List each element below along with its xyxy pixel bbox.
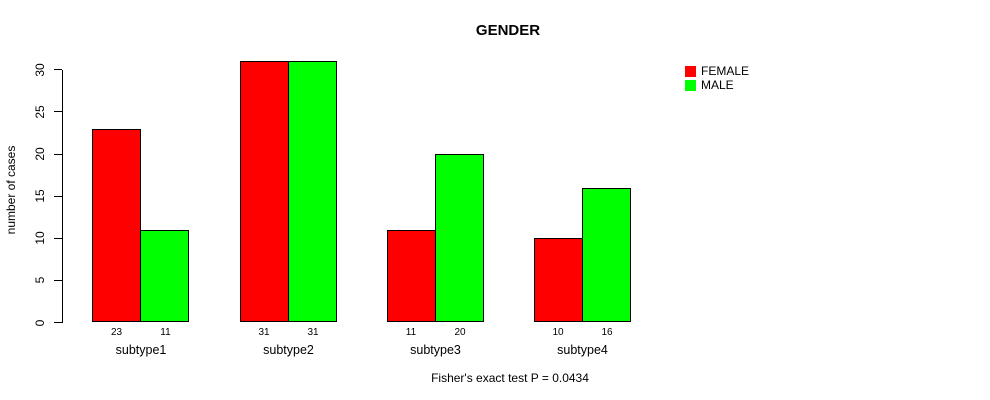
y-axis-tick	[54, 279, 62, 281]
y-axis-tick	[54, 237, 62, 239]
y-tick-label: 20	[33, 147, 47, 161]
bar-value-label: 23	[110, 327, 123, 338]
y-axis-tick	[54, 111, 62, 113]
legend-label: FEMALE	[701, 64, 750, 78]
bar-male-subtype2	[287, 61, 337, 323]
y-tick-label: 25	[33, 105, 47, 119]
bar-value-label: 16	[601, 327, 613, 338]
legend-item-female: FEMALE	[685, 64, 749, 78]
y-axis-tick	[54, 195, 62, 197]
y-tick-label: 30	[33, 63, 47, 77]
y-axis-tick	[54, 69, 62, 71]
bar-value-label: 20	[454, 327, 466, 338]
category-label-subtype4: subtype4	[557, 343, 608, 357]
bar-female-subtype4	[533, 238, 583, 323]
bar-male-subtype4	[581, 187, 631, 323]
legend-swatch-male	[685, 79, 696, 91]
bar-value-label: 11	[160, 327, 171, 338]
bar-value-label: 31	[258, 327, 270, 338]
bar-value-label: 31	[307, 327, 319, 338]
fisher-test-caption: Fisher's exact test P = 0.0434	[431, 371, 589, 385]
bar-value-label: 11	[405, 327, 417, 338]
bar-female-subtype3	[386, 229, 436, 323]
y-axis-line	[62, 69, 63, 324]
y-tick-label: 0	[33, 319, 47, 326]
y-axis-label: number of cases	[4, 145, 18, 235]
category-label-subtype1: subtype1	[115, 343, 167, 357]
bar-male-subtype1	[140, 229, 189, 323]
y-axis-tick	[54, 153, 62, 155]
y-tick-label: 5	[33, 277, 47, 284]
bar-female-subtype2	[239, 61, 289, 323]
bar-male-subtype3	[434, 154, 484, 323]
bar-female-subtype1	[92, 128, 141, 323]
y-axis-tick	[54, 322, 62, 323]
legend-label: MALE	[701, 78, 734, 92]
y-tick-label: 15	[33, 189, 47, 203]
legend-item-male: MALE	[685, 78, 749, 92]
category-label-subtype2: subtype2	[263, 343, 314, 357]
chart-title: GENDER	[475, 22, 541, 39]
category-label-subtype3: subtype3	[410, 343, 461, 357]
legend: FEMALE MALE	[685, 64, 749, 92]
bar-value-label: 10	[552, 327, 564, 338]
y-tick-label: 10	[33, 231, 47, 245]
legend-swatch-female	[685, 65, 696, 77]
